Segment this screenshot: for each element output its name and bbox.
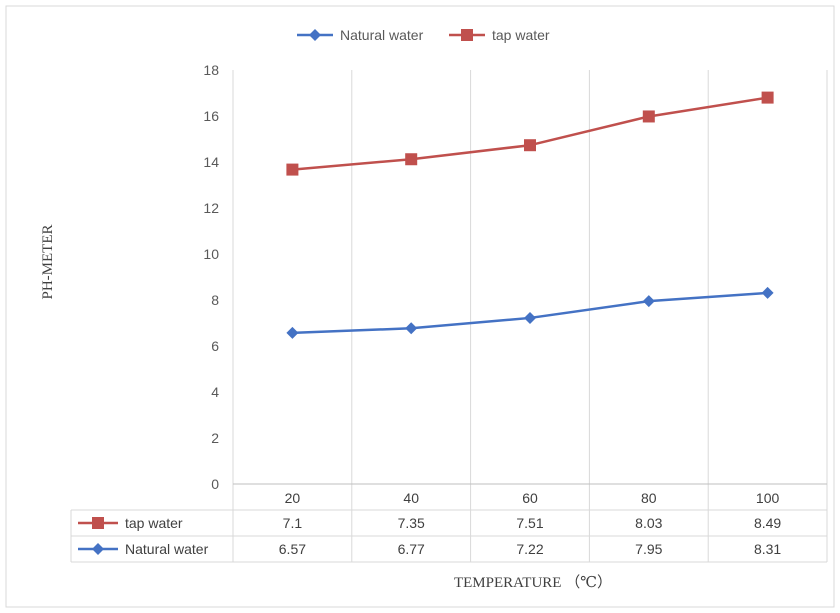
x-tick-label: 80 [641, 490, 657, 506]
table-cell-value: 7.35 [398, 515, 425, 531]
y-tick-label: 12 [203, 200, 219, 216]
data-point[interactable] [761, 91, 774, 104]
table-key-marker [92, 543, 104, 555]
x-tick-label: 100 [756, 490, 780, 506]
grid-lines [232, 70, 828, 562]
legend-item-tap-water[interactable]: tap water [449, 27, 550, 43]
data-point[interactable] [642, 295, 655, 308]
legend-marker-natural-water [309, 29, 321, 41]
data-point[interactable] [524, 139, 536, 152]
table-cell-value: 8.49 [754, 515, 781, 531]
data-point[interactable] [524, 311, 536, 324]
x-tick-label: 40 [403, 490, 419, 506]
legend-marker-tap-water [461, 29, 473, 41]
data-point[interactable] [286, 163, 299, 176]
table-row-label: tap water [125, 515, 183, 531]
y-tick-label: 2 [211, 430, 219, 446]
table-cell-value: 8.03 [635, 515, 662, 531]
y-axis-ticks: 0 2 4 6 8 10 12 14 16 18 [203, 62, 219, 492]
data-point[interactable] [761, 286, 774, 299]
y-tick-label: 16 [203, 108, 219, 124]
data-point[interactable] [405, 153, 418, 166]
table-cell-value: 7.51 [516, 515, 543, 531]
table-cell-value: 6.57 [279, 541, 306, 557]
table-cell-value: 7.95 [635, 541, 662, 557]
data-point[interactable] [286, 326, 299, 339]
table-key-marker [92, 517, 104, 529]
y-tick-label: 8 [211, 292, 219, 308]
legend-item-natural-water[interactable]: Natural water [297, 27, 424, 43]
x-tick-label: 60 [522, 490, 538, 506]
x-tick-label: 20 [285, 490, 301, 506]
data-point[interactable] [405, 322, 418, 335]
series-layer [286, 91, 774, 339]
y-tick-label: 4 [211, 384, 219, 400]
y-tick-label: 6 [211, 338, 219, 354]
legend: Natural water tap water [297, 27, 550, 43]
table-row-label: Natural water [125, 541, 209, 557]
y-axis-title: PH-METER [40, 225, 56, 300]
table-cell-value: 6.77 [398, 541, 425, 557]
legend-label-tap-water: tap water [492, 27, 550, 43]
y-tick-label: 10 [203, 246, 219, 262]
table-cell-value: 7.22 [516, 541, 543, 557]
data-point[interactable] [642, 110, 655, 123]
data-table: 20 40 60 80 100 tap water 7.1 7.35 7.51 8.03 8.49 N… [70, 490, 827, 563]
y-tick-label: 18 [203, 62, 219, 78]
table-cell-value: 7.1 [283, 515, 303, 531]
legend-label-natural-water: Natural water [340, 27, 424, 43]
y-tick-label: 14 [203, 154, 219, 170]
chart-border [5, 5, 835, 608]
y-tick-label: 0 [211, 476, 219, 492]
table-cell-value: 8.31 [754, 541, 781, 557]
x-axis-title: TEMPERATURE （℃） [454, 574, 612, 591]
